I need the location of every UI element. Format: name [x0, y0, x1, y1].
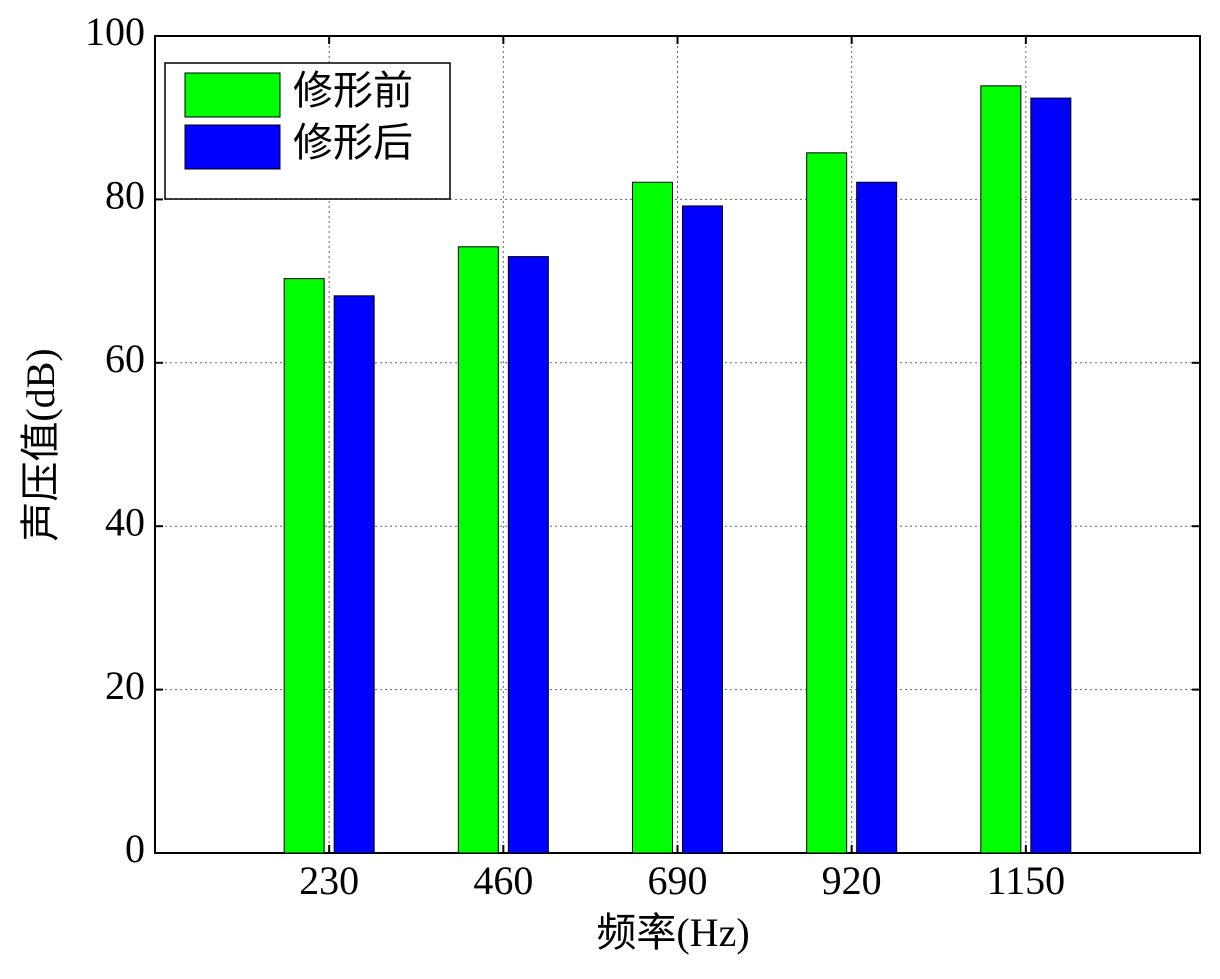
bar: [283, 278, 325, 854]
x-tick-label: 230: [299, 858, 359, 903]
x-tick-label: 690: [648, 858, 708, 903]
bar: [682, 205, 723, 854]
legend-label: 修形前: [293, 68, 413, 113]
bar: [632, 181, 673, 854]
bar: [980, 85, 1022, 854]
x-tick-label: 1150: [987, 858, 1066, 903]
y-tick-label: 20: [105, 663, 145, 708]
y-axis-label: 声压值(dB): [18, 348, 63, 541]
legend-swatch: [184, 124, 281, 170]
bar: [1030, 97, 1072, 854]
x-axis-label: 频率(Hz): [596, 910, 749, 955]
bar: [856, 181, 898, 854]
plot-frame: [154, 35, 1201, 854]
bar: [507, 256, 549, 854]
y-tick-label: 0: [125, 826, 145, 871]
x-tick-label: 920: [822, 858, 882, 903]
bar: [457, 246, 499, 854]
y-tick-label: 60: [105, 336, 145, 381]
y-tick-label: 100: [85, 9, 145, 54]
bar: [333, 295, 375, 854]
legend-swatch: [184, 72, 281, 118]
legend-label: 修形后: [293, 120, 413, 165]
y-tick-label: 80: [105, 173, 145, 218]
x-tick-label: 460: [473, 858, 533, 903]
y-tick-label: 40: [105, 499, 145, 544]
bar: [806, 152, 848, 854]
